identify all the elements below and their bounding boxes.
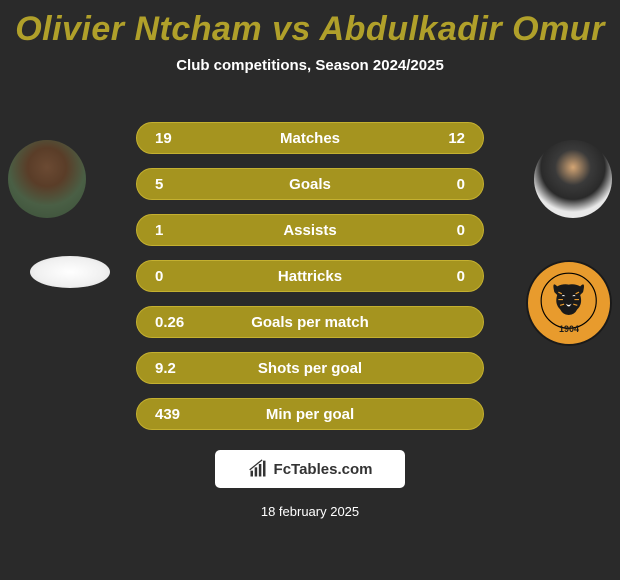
comparison-subtitle: Club competitions, Season 2024/2025 bbox=[0, 57, 620, 74]
stat-label: Min per goal bbox=[205, 406, 415, 423]
club-right-badge: 1904 bbox=[526, 260, 612, 346]
badge-year: 1904 bbox=[559, 324, 579, 334]
comparison-date: 18 february 2025 bbox=[261, 504, 359, 519]
stat-value-right: 0 bbox=[415, 268, 465, 285]
stats-table: 19Matches125Goals01Assists00Hattricks00.… bbox=[136, 122, 484, 444]
stat-label: Matches bbox=[205, 130, 415, 147]
club-left-badge bbox=[30, 256, 110, 288]
player-right-avatar bbox=[534, 140, 612, 218]
stat-value-left: 0 bbox=[155, 268, 205, 285]
player-left-avatar-image bbox=[8, 140, 86, 218]
tiger-icon bbox=[540, 272, 597, 329]
stat-value-right: 0 bbox=[415, 176, 465, 193]
stat-value-left: 19 bbox=[155, 130, 205, 147]
stat-row: 9.2Shots per goal bbox=[136, 352, 484, 384]
stat-row: 1Assists0 bbox=[136, 214, 484, 246]
comparison-title: Olivier Ntcham vs Abdulkadir Omur bbox=[0, 0, 620, 49]
site-logo: FcTables.com bbox=[215, 450, 405, 488]
stat-label: Hattricks bbox=[205, 268, 415, 285]
chart-icon bbox=[248, 459, 268, 479]
site-logo-text: FcTables.com bbox=[274, 461, 373, 478]
player-left-avatar bbox=[8, 140, 86, 218]
stat-value-left: 439 bbox=[155, 406, 205, 423]
stat-value-right: 12 bbox=[415, 130, 465, 147]
stat-label: Assists bbox=[205, 222, 415, 239]
stat-row: 0Hattricks0 bbox=[136, 260, 484, 292]
stat-label: Shots per goal bbox=[205, 360, 415, 377]
stat-row: 5Goals0 bbox=[136, 168, 484, 200]
stat-row: 439Min per goal bbox=[136, 398, 484, 430]
stat-value-left: 5 bbox=[155, 176, 205, 193]
stat-value-right: 0 bbox=[415, 222, 465, 239]
stat-value-left: 1 bbox=[155, 222, 205, 239]
stat-row: 0.26Goals per match bbox=[136, 306, 484, 338]
stat-row: 19Matches12 bbox=[136, 122, 484, 154]
player-right-avatar-image bbox=[534, 140, 612, 218]
stat-value-left: 9.2 bbox=[155, 360, 205, 377]
stat-value-left: 0.26 bbox=[155, 314, 205, 331]
stat-label: Goals bbox=[205, 176, 415, 193]
tiger-badge-icon: 1904 bbox=[526, 260, 612, 346]
stat-label: Goals per match bbox=[205, 314, 415, 331]
